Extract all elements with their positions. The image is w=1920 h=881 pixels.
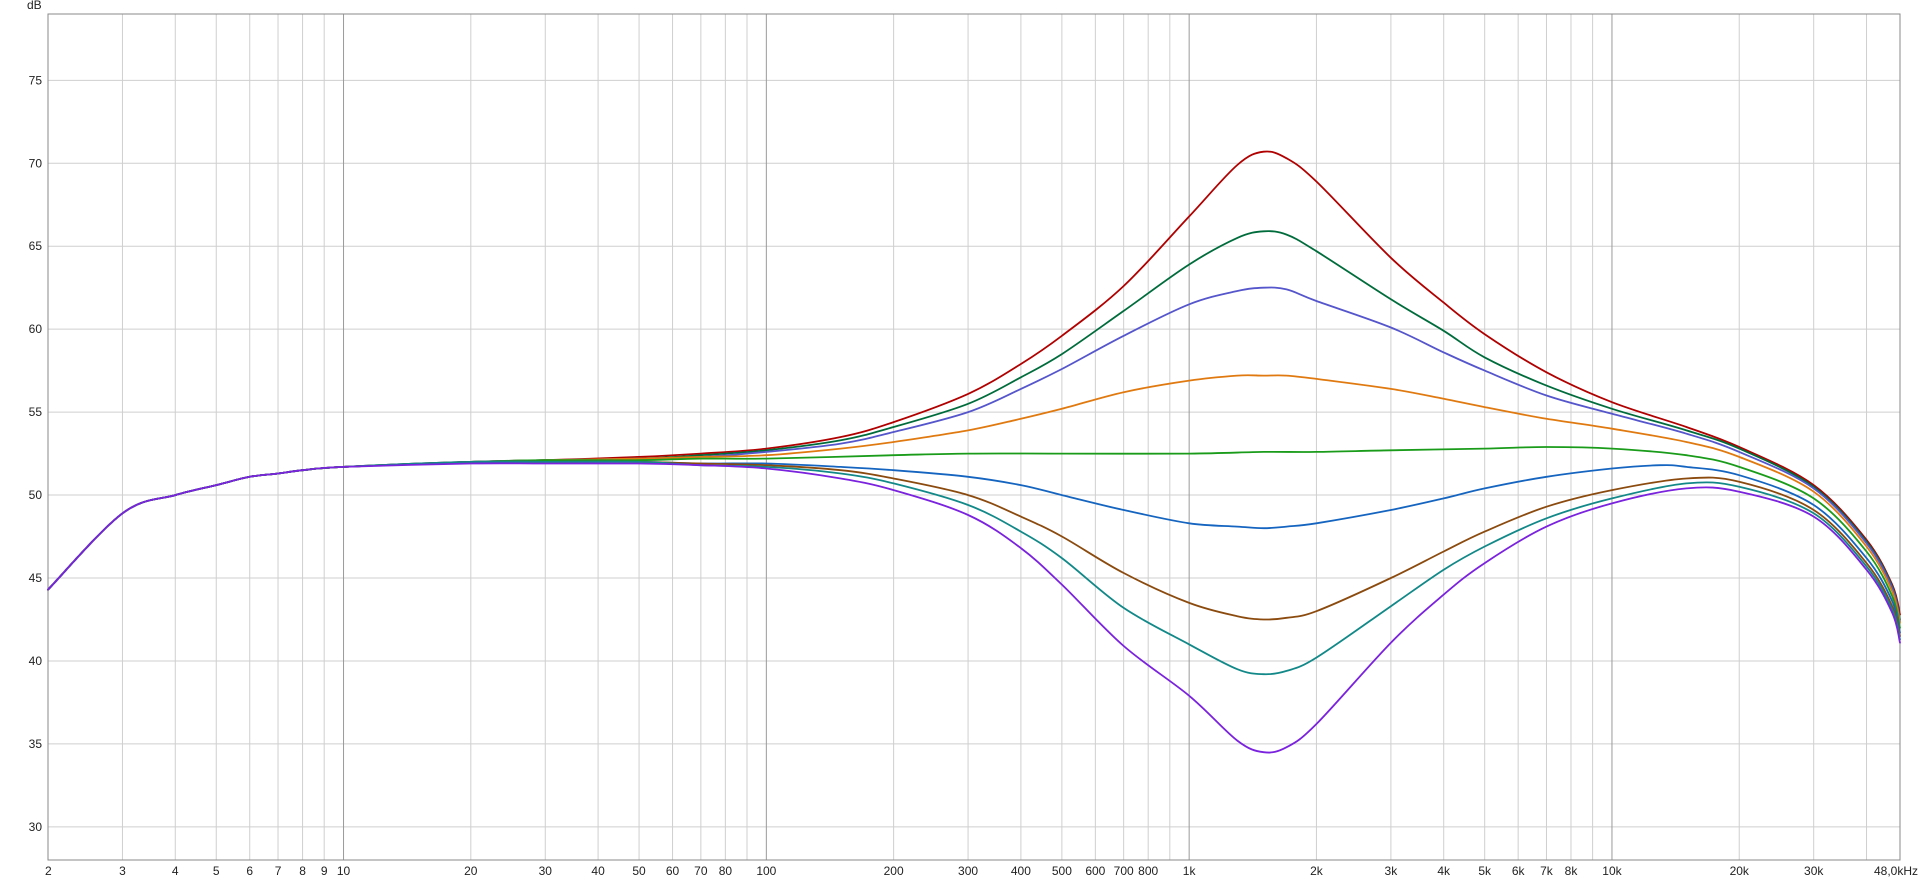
x-tick-label: 20 [464,864,478,878]
y-tick-label: 45 [29,571,43,585]
x-tick-label: 5 [213,864,220,878]
x-tick-label: 3 [119,864,126,878]
x-tick-label: 200 [884,864,904,878]
x-tick-label: 9 [321,864,328,878]
x-tick-label: 10k [1602,864,1622,878]
y-tick-label: 70 [29,156,43,170]
x-tick-label: 7k [1540,864,1554,878]
x-tick-label: 600 [1085,864,1105,878]
x-tick-label: 700 [1114,864,1134,878]
x-tick-label: 300 [958,864,978,878]
x-tick-label: 4k [1437,864,1451,878]
x-tick-label: 40 [591,864,605,878]
x-tick-label: 80 [719,864,733,878]
y-tick-label: 60 [29,322,43,336]
y-tick-label: 35 [29,737,43,751]
plot-frame [47,13,1901,861]
x-tick-label: 2 [45,864,52,878]
x-tick-label: 1k [1183,864,1197,878]
x-tick-label: 6k [1512,864,1526,878]
x-tick-label: 5k [1478,864,1492,878]
x-tick-label: 800 [1138,864,1158,878]
x-tick-label: 6 [246,864,253,878]
y-tick-label: 75 [29,73,43,87]
x-tick-label: 7 [275,864,282,878]
x-tick-label: 20k [1730,864,1750,878]
x-tick-label: 60 [666,864,680,878]
x-tick-label: 30k [1804,864,1824,878]
y-tick-label: 40 [29,654,43,668]
curves-layer [47,150,1901,754]
y-tick-label: 50 [29,488,43,502]
x-tick-label: 3k [1385,864,1399,878]
x-tick-label: 10 [337,864,351,878]
x-tick-label: 48,0kHz [1874,864,1918,878]
grid-layer [47,14,1901,860]
y-tick-label: 30 [29,820,43,834]
y-tick-label: 55 [29,405,43,419]
series-line-9 [47,462,1901,754]
x-tick-label: 70 [694,864,708,878]
x-tick-label: 50 [632,864,646,878]
x-tick-label: 500 [1052,864,1072,878]
x-tick-label: 2k [1310,864,1324,878]
y-unit-label: dB [27,0,42,12]
x-tick-label: 4 [172,864,179,878]
y-tick-label: 65 [29,239,43,253]
x-tick-label: 30 [539,864,553,878]
x-tick-label: 400 [1011,864,1031,878]
x-tick-label: 100 [756,864,776,878]
x-tick-label: 8 [299,864,306,878]
x-tick-label: 8k [1565,864,1579,878]
